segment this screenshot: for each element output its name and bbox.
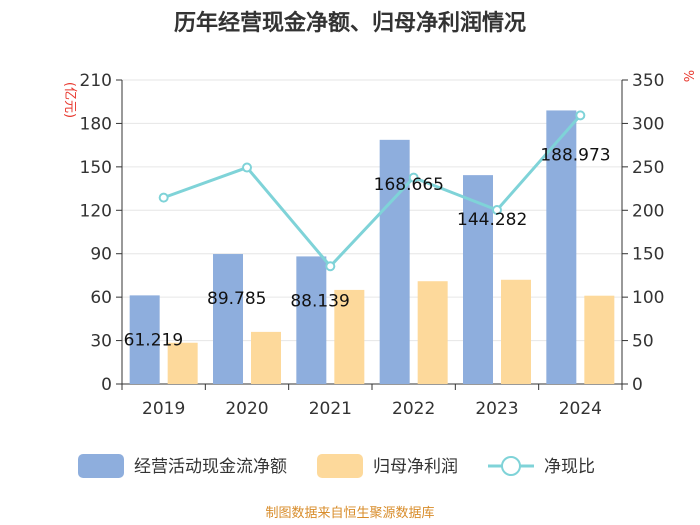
right-tick-label: 200 xyxy=(632,201,664,221)
right-tick-label: 100 xyxy=(632,288,664,308)
right-tick-label: 50 xyxy=(632,332,654,352)
chart-title: 历年经营现金净额、归母净利润情况 xyxy=(174,10,526,36)
left-tick-label: 210 xyxy=(80,71,112,91)
cashflow-bar xyxy=(129,295,160,384)
legend-swatch xyxy=(317,454,363,478)
right-axis-unit: % xyxy=(680,70,695,82)
legend-label: 经营活动现金流净额 xyxy=(134,457,287,477)
ratio-point xyxy=(408,172,419,183)
left-tick-label: 90 xyxy=(90,245,112,265)
left-tick-label: 120 xyxy=(80,201,112,221)
left-tick-label: 180 xyxy=(80,114,112,134)
net-profit-bar xyxy=(167,342,198,384)
net-profit-bar xyxy=(417,281,448,384)
cashflow-data-label: 144.282 xyxy=(457,210,527,230)
cashflow-bar xyxy=(463,175,493,384)
ratio-line xyxy=(158,110,586,272)
net-profit-bar xyxy=(334,289,365,384)
cashflow-data-label: 61.219 xyxy=(124,330,183,350)
ratio-point xyxy=(325,261,336,272)
x-tick-label: 2020 xyxy=(225,399,268,419)
x-tick-label: 2022 xyxy=(392,399,435,419)
net-profit-bar xyxy=(584,295,615,384)
ratio-point xyxy=(575,110,586,121)
right-tick-label: 350 xyxy=(632,71,664,91)
ratio-point xyxy=(492,205,502,216)
data-labels: 61.219 89.785 88.139 168.665 144.282 188.973 xyxy=(124,145,611,350)
cashflow-data-label: 168.665 xyxy=(374,175,444,195)
x-tick-label: 2023 xyxy=(475,399,518,419)
cashflow-bar xyxy=(213,254,243,384)
legend-line-marker xyxy=(501,456,521,476)
left-tick-label: 30 xyxy=(90,332,112,352)
x-tick-label: 2024 xyxy=(559,399,602,419)
cashflow-bar xyxy=(379,139,410,384)
legend-label: 净现比 xyxy=(544,457,595,477)
right-tick-label: 300 xyxy=(632,114,664,134)
cashflow-bar xyxy=(296,256,327,384)
x-tick-label: 2019 xyxy=(142,399,185,419)
right-tick-label: 150 xyxy=(632,245,664,265)
right-tick-label: 0 xyxy=(632,375,643,395)
left-tick-label: 60 xyxy=(90,288,112,308)
legend-label: 归母净利润 xyxy=(373,457,458,477)
right-tick-label: 250 xyxy=(632,158,664,178)
bars xyxy=(129,110,615,384)
left-tick-label: 150 xyxy=(80,158,112,178)
ratio-line-path xyxy=(163,114,582,269)
net-profit-bar xyxy=(501,279,531,384)
ratio-point xyxy=(242,162,252,173)
legend: 经营活动现金流净额 归母净利润 净现比 xyxy=(78,454,595,478)
axes: 0 30 60 90 120 150 180 210 0 50 100 150 200 250 300 350… xyxy=(62,70,695,419)
cashflow-data-label: 89.785 xyxy=(207,289,266,309)
net-profit-bar xyxy=(251,331,281,384)
left-tick-label: 0 xyxy=(101,375,112,395)
left-axis-unit: (亿元) xyxy=(62,82,77,118)
source-footer: 制图数据来自恒生聚源数据库 xyxy=(265,505,434,521)
cashflow-data-label: 188.973 xyxy=(540,145,610,165)
cashflow-data-label: 88.139 xyxy=(290,291,349,311)
x-tick-label: 2021 xyxy=(309,399,352,419)
gridlines xyxy=(122,79,622,342)
legend-swatch xyxy=(78,454,124,478)
cashflow-bar xyxy=(546,110,577,384)
ratio-point xyxy=(158,192,169,203)
